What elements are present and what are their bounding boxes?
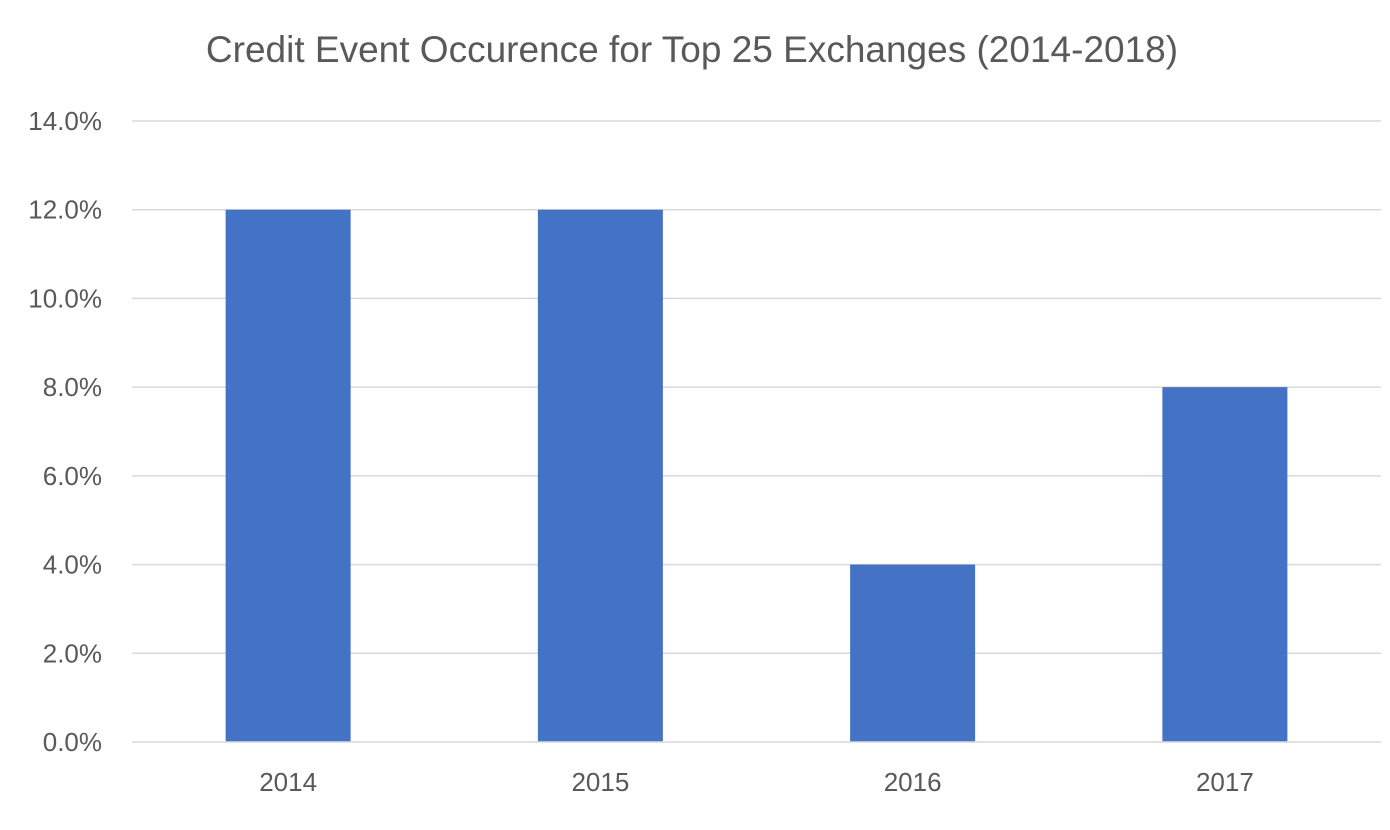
bar-2014: [225, 209, 351, 742]
bars: [225, 209, 1288, 742]
chart-title: Credit Event Occurence for Top 25 Exchan…: [206, 29, 1178, 70]
y-tick-label: 10.0%: [28, 283, 102, 313]
y-tick-label: 4.0%: [43, 550, 102, 580]
y-tick-label: 8.0%: [43, 372, 102, 402]
x-tick-label: 2017: [1196, 767, 1254, 797]
bar-2015: [537, 209, 663, 742]
x-tick-label: 2014: [259, 767, 317, 797]
y-tick-label: 0.0%: [43, 727, 102, 757]
y-tick-label: 2.0%: [43, 638, 102, 668]
x-axis-tick-labels: 2014 2015 2016 2017: [259, 767, 1254, 797]
y-axis-tick-labels: 0.0% 2.0% 4.0% 6.0% 8.0% 10.0% 12.0% 14.0%: [28, 106, 102, 757]
x-tick-label: 2016: [884, 767, 942, 797]
y-tick-label: 14.0%: [28, 106, 102, 136]
y-tick-label: 6.0%: [43, 461, 102, 491]
x-tick-label: 2015: [571, 767, 629, 797]
bar-2017: [1162, 387, 1288, 742]
bar-2016: [850, 564, 976, 742]
y-tick-label: 12.0%: [28, 195, 102, 225]
